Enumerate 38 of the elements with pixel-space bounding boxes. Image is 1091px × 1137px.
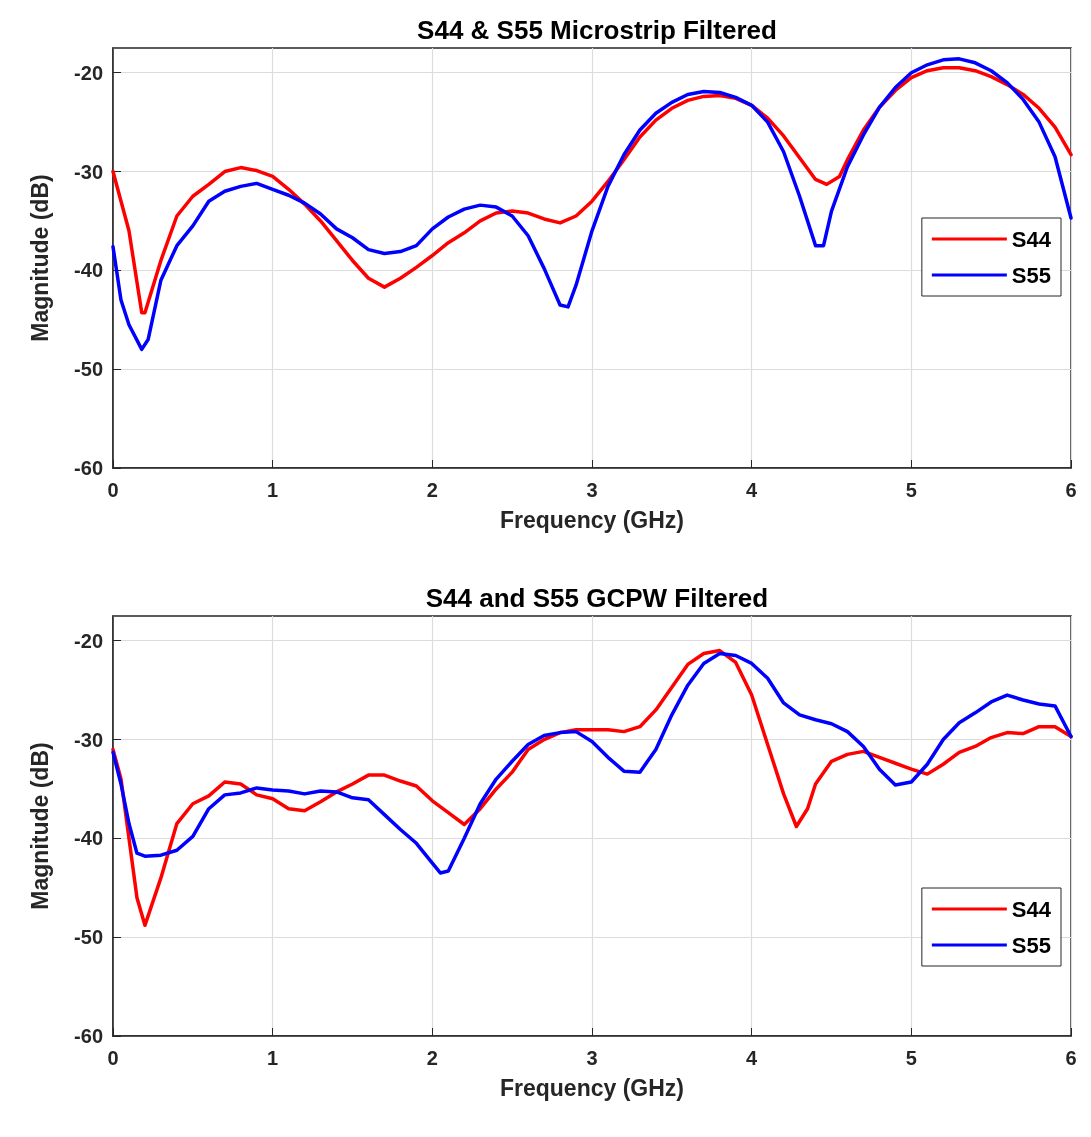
y-tick-label: -40 — [74, 259, 103, 282]
line-series — [111, 648, 1073, 928]
line-series — [111, 651, 1073, 875]
x-tick-label: 0 — [107, 1047, 119, 1069]
line-series — [111, 57, 1073, 352]
y-tick-label: -50 — [74, 926, 103, 949]
legend-label: S44 — [1011, 896, 1052, 922]
y-tick-label: -40 — [74, 827, 103, 850]
y-tick-label: -30 — [74, 728, 103, 751]
x-tick-label: 4 — [746, 1047, 759, 1069]
legend-label: S55 — [1011, 262, 1052, 288]
y-tick-label: -20 — [74, 629, 103, 652]
x-tick-label: 6 — [1065, 479, 1077, 501]
x-axis-title: Frequency (GHz) — [499, 1074, 685, 1101]
y-axis-title: Magnitude (dB) — [26, 742, 53, 910]
x-tick-label: 5 — [905, 1047, 917, 1069]
y-tick-label: -60 — [74, 457, 103, 479]
x-axis-title: Frequency (GHz) — [499, 506, 685, 533]
x-tick-label: 6 — [1065, 1047, 1077, 1069]
legend-label: S55 — [1011, 932, 1052, 958]
x-tick-label: 5 — [905, 479, 917, 501]
chart-title: S44 & S55 Microstrip Filtered — [417, 15, 777, 45]
chart-title: S44 and S55 GCPW Filtered — [425, 583, 769, 613]
x-tick-label: 3 — [586, 1047, 598, 1069]
x-tick-label: 3 — [586, 479, 598, 501]
x-tick-label: 2 — [426, 1047, 438, 1069]
legend-label: S44 — [1011, 226, 1052, 252]
line-series — [111, 66, 1073, 315]
x-tick-label: 0 — [107, 479, 119, 501]
y-tick-label: -30 — [74, 160, 103, 183]
x-tick-label: 1 — [267, 1047, 279, 1069]
y-tick-label: -60 — [74, 1025, 103, 1047]
x-tick-label: 2 — [426, 479, 438, 501]
x-tick-label: 4 — [746, 479, 759, 501]
y-axis-title: Magnitude (dB) — [26, 174, 53, 342]
y-tick-label: -20 — [74, 61, 103, 84]
y-tick-label: -50 — [74, 358, 103, 381]
x-tick-label: 1 — [267, 479, 279, 501]
